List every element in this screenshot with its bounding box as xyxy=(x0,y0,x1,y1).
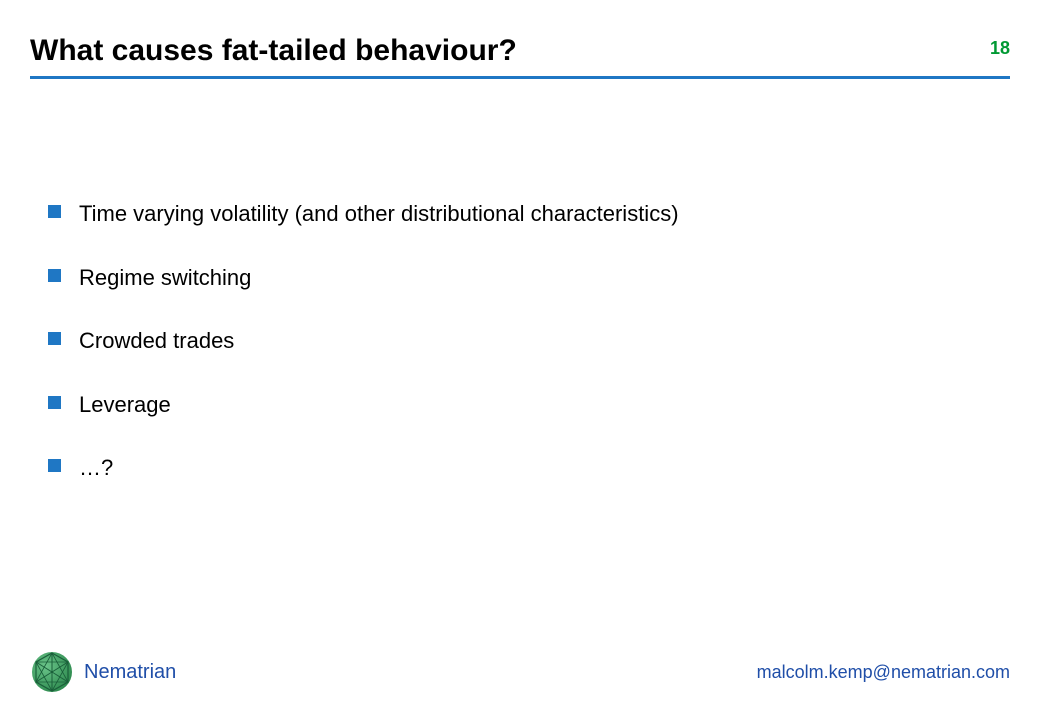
bullet-text: …? xyxy=(79,454,113,482)
bullet-marker-icon xyxy=(48,396,61,409)
bullet-text: Regime switching xyxy=(79,264,251,292)
brand-area: Nematrian xyxy=(30,650,176,694)
bullet-text: Crowded trades xyxy=(79,327,234,355)
bullet-text: Leverage xyxy=(79,391,171,419)
bullet-list: Time varying volatility (and other distr… xyxy=(48,200,1000,518)
bullet-marker-icon xyxy=(48,205,61,218)
slide-title: What causes fat-tailed behaviour? xyxy=(30,34,1010,68)
list-item: Crowded trades xyxy=(48,327,1000,355)
list-item: Regime switching xyxy=(48,264,1000,292)
title-rule xyxy=(30,76,1010,79)
bullet-marker-icon xyxy=(48,332,61,345)
bullet-text: Time varying volatility (and other distr… xyxy=(79,200,679,228)
nematrian-logo-icon xyxy=(30,650,74,694)
list-item: Leverage xyxy=(48,391,1000,419)
page-number: 18 xyxy=(990,38,1010,59)
list-item: …? xyxy=(48,454,1000,482)
contact-email: malcolm.kemp@nematrian.com xyxy=(757,662,1010,683)
list-item: Time varying volatility (and other distr… xyxy=(48,200,1000,228)
bullet-marker-icon xyxy=(48,459,61,472)
footer: Nematrian malcolm.kemp@nematrian.com xyxy=(30,650,1010,694)
bullet-marker-icon xyxy=(48,269,61,282)
brand-name: Nematrian xyxy=(84,661,176,684)
